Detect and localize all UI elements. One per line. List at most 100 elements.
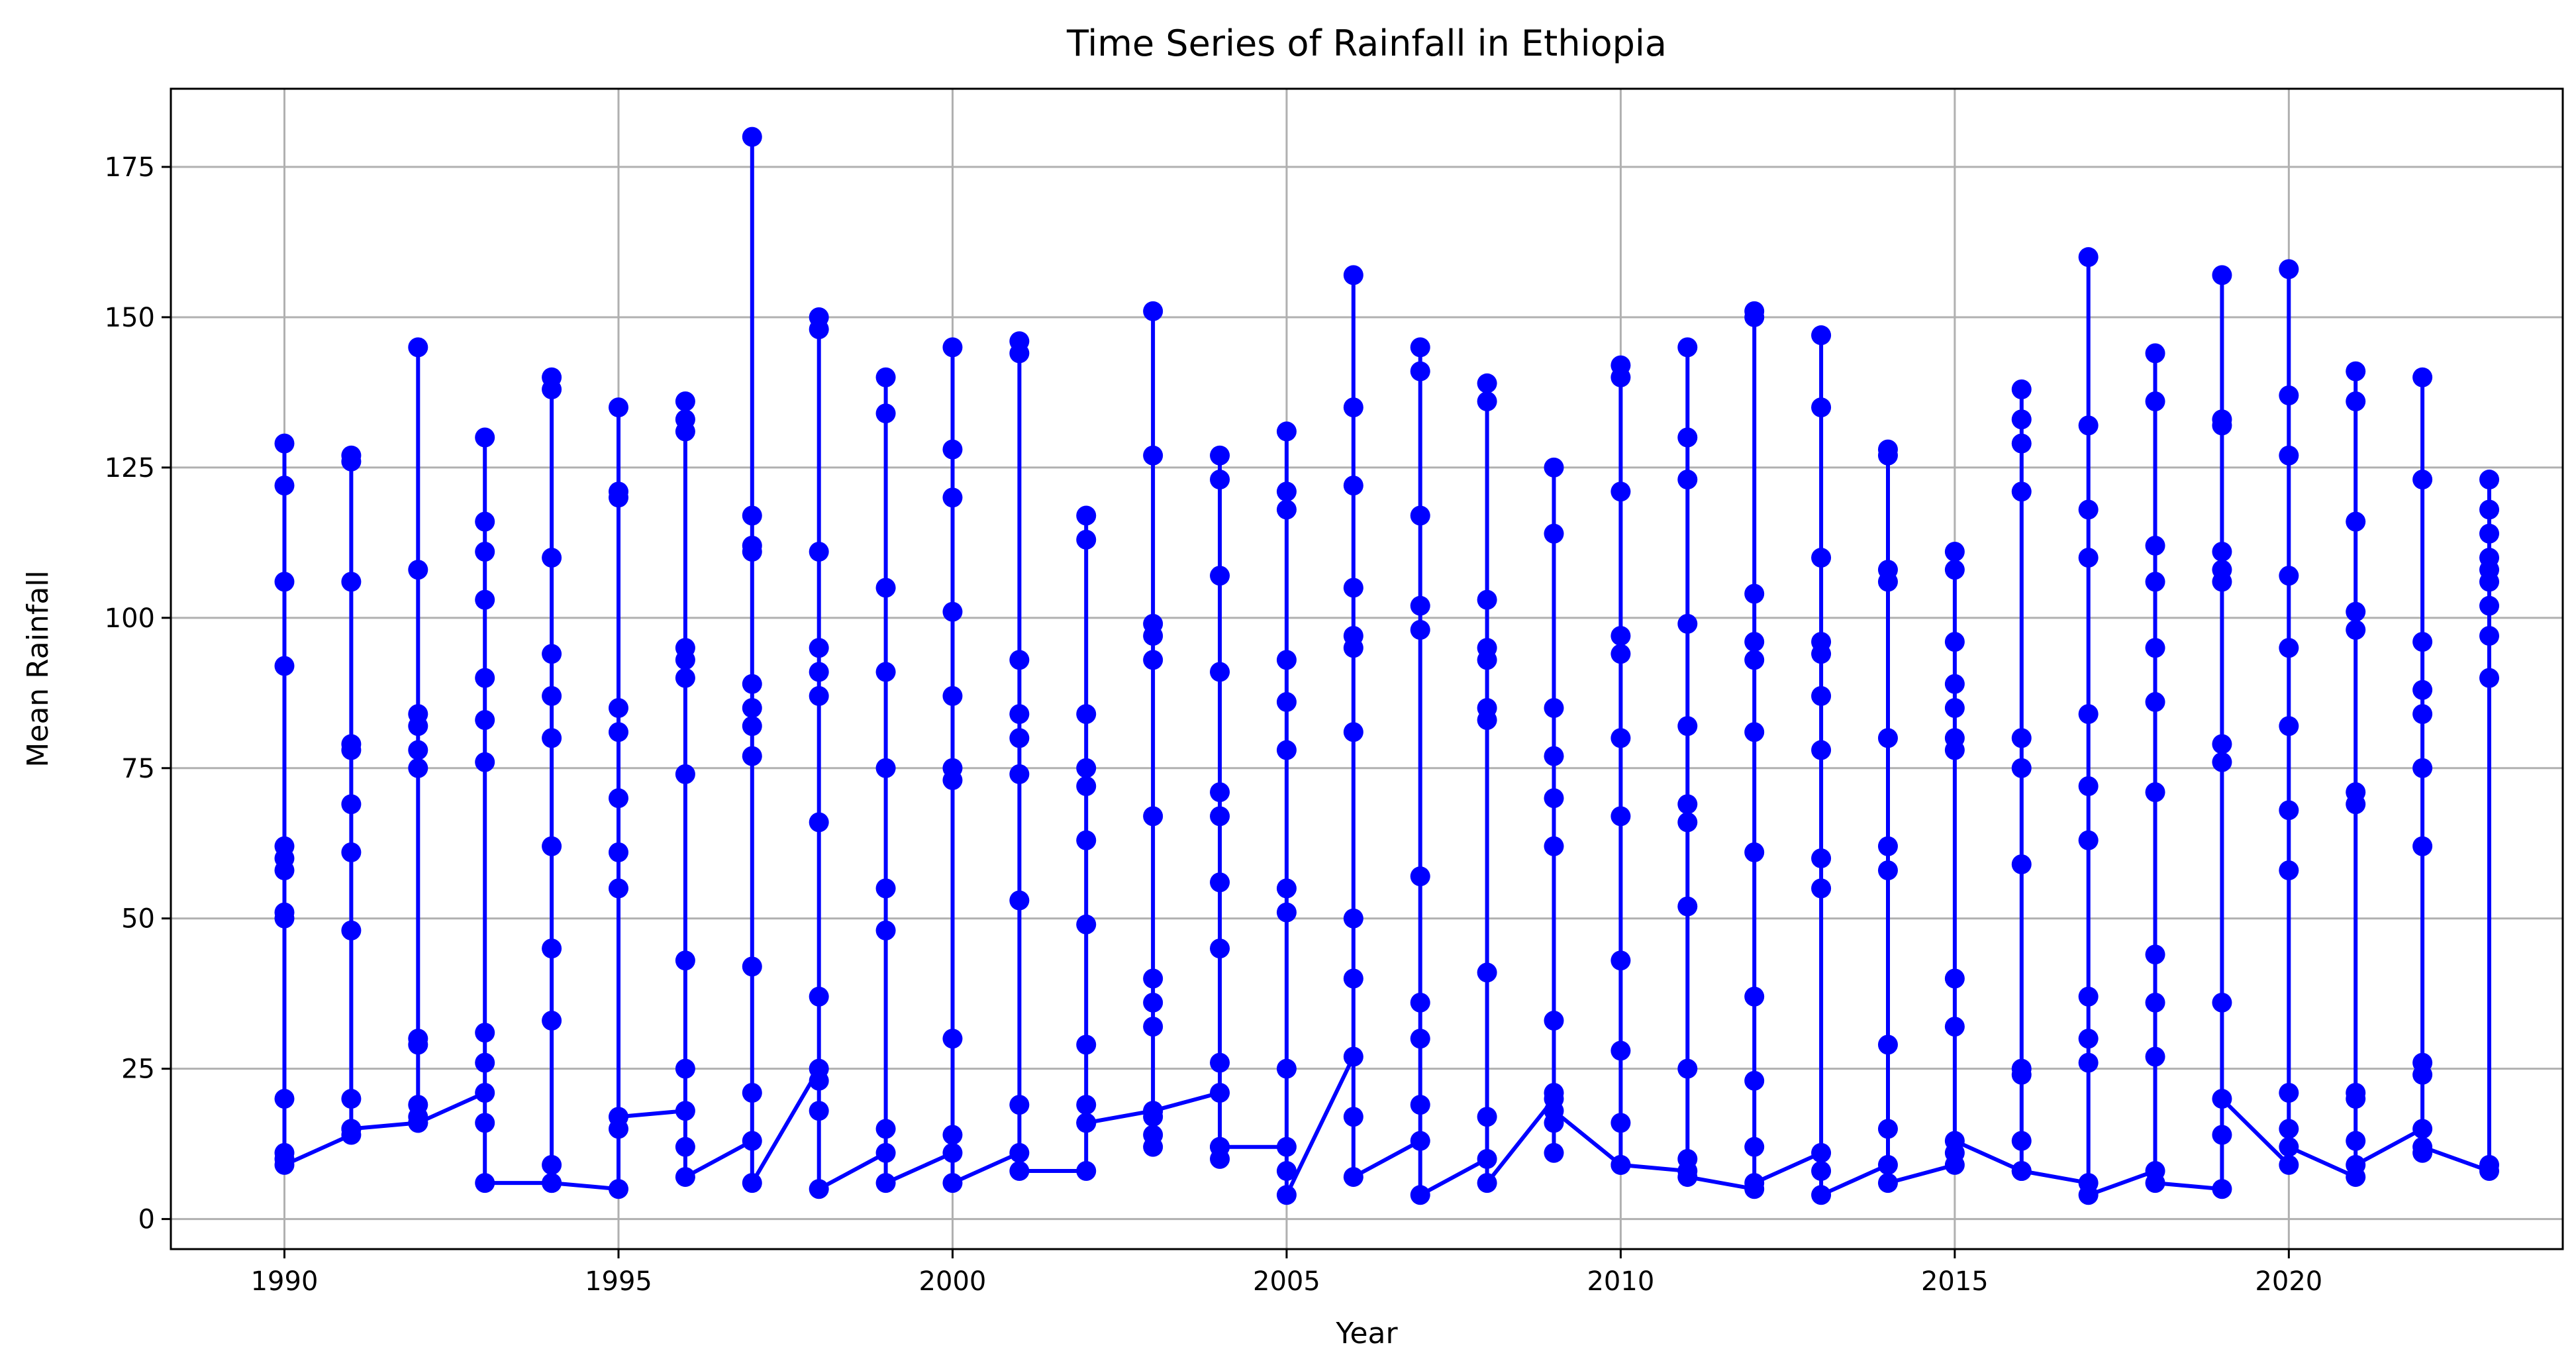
- data-point: [341, 572, 362, 592]
- data-point: [2412, 1119, 2433, 1139]
- data-point: [675, 764, 695, 784]
- data-point: [1343, 1107, 1363, 1127]
- data-point: [1877, 1119, 1898, 1139]
- data-point: [341, 734, 362, 754]
- data-point: [1877, 1154, 1898, 1175]
- data-point: [475, 1173, 495, 1193]
- data-point: [875, 662, 896, 682]
- data-point: [675, 1167, 695, 1188]
- data-point: [875, 1173, 896, 1193]
- data-point: [2145, 1046, 2165, 1067]
- data-point: [2078, 704, 2099, 725]
- data-point: [1210, 938, 1230, 959]
- data-point: [1811, 685, 1832, 706]
- data-point: [2346, 1154, 2366, 1175]
- data-point: [1544, 1142, 1564, 1163]
- data-point: [2346, 619, 2366, 640]
- data-point: [1677, 794, 1698, 815]
- y-tick-label: 100: [105, 603, 155, 634]
- data-point: [1276, 650, 1297, 670]
- data-point: [1544, 836, 1564, 856]
- data-point: [1610, 1113, 1631, 1133]
- data-point: [1343, 476, 1363, 496]
- data-point: [875, 1119, 896, 1139]
- data-point: [1210, 806, 1230, 827]
- data-point: [875, 403, 896, 424]
- data-point: [1276, 691, 1297, 712]
- data-point: [2412, 1052, 2433, 1073]
- data-point: [742, 127, 762, 147]
- data-point: [2145, 572, 2165, 592]
- data-point: [1343, 578, 1363, 598]
- data-point: [1744, 842, 1765, 862]
- data-point: [875, 920, 896, 940]
- series-rainfall: [274, 127, 2500, 1205]
- data-point: [2212, 1179, 2232, 1199]
- data-point: [274, 1154, 295, 1175]
- data-point: [2145, 992, 2165, 1013]
- data-point: [1811, 548, 1832, 568]
- data-point: [1477, 1173, 1497, 1193]
- data-point: [875, 578, 896, 598]
- data-point: [1076, 529, 1097, 550]
- data-point: [675, 950, 695, 971]
- data-point: [1877, 439, 1898, 460]
- data-point: [1544, 1082, 1564, 1103]
- data-point: [2212, 992, 2232, 1013]
- data-point: [1009, 1160, 1030, 1181]
- data-point: [1877, 1035, 1898, 1055]
- data-point: [542, 938, 562, 959]
- data-point: [1944, 1131, 1965, 1151]
- data-point: [942, 337, 963, 358]
- data-point: [2479, 499, 2500, 520]
- data-point: [408, 1113, 428, 1133]
- data-point: [1677, 812, 1698, 833]
- data-point: [1210, 872, 1230, 893]
- data-point: [2479, 668, 2500, 688]
- data-point: [2011, 1160, 2032, 1181]
- data-point: [1076, 505, 1097, 526]
- data-point: [1076, 1160, 1097, 1181]
- data-point: [1744, 583, 1765, 604]
- y-tick-label: 0: [138, 1205, 155, 1235]
- data-point: [1944, 968, 1965, 989]
- data-point: [2346, 1131, 2366, 1151]
- data-point: [2279, 800, 2299, 821]
- data-point: [742, 674, 762, 694]
- data-point: [2279, 1082, 2299, 1103]
- data-point: [2145, 343, 2165, 364]
- data-point: [475, 589, 495, 610]
- data-point: [2479, 595, 2500, 616]
- data-point: [1143, 301, 1164, 321]
- data-point: [2078, 986, 2099, 1007]
- data-point: [1276, 1160, 1297, 1181]
- data-point: [1410, 361, 1430, 381]
- data-point: [2412, 758, 2433, 778]
- data-point: [2011, 409, 2032, 430]
- x-tick-label: 2015: [1921, 1266, 1989, 1297]
- data-point: [875, 1142, 896, 1163]
- data-point: [1744, 301, 1765, 321]
- data-point: [2011, 1058, 2032, 1079]
- data-point: [274, 902, 295, 923]
- data-point: [1544, 1011, 1564, 1031]
- data-point: [2145, 391, 2165, 412]
- data-point: [408, 337, 428, 358]
- data-point: [1276, 1058, 1297, 1079]
- data-point: [2346, 601, 2366, 622]
- data-point: [408, 740, 428, 760]
- data-point: [2279, 1137, 2299, 1157]
- data-point: [1544, 746, 1564, 766]
- data-point: [1677, 1167, 1698, 1188]
- data-point: [1610, 626, 1631, 646]
- y-tick-label: 150: [105, 303, 155, 333]
- data-point: [2078, 1185, 2099, 1205]
- data-point: [608, 878, 628, 899]
- data-point: [341, 794, 362, 815]
- data-point: [1477, 962, 1497, 983]
- data-point: [542, 1173, 562, 1193]
- data-point: [1610, 355, 1631, 376]
- data-point: [1744, 1070, 1765, 1091]
- data-point: [1477, 373, 1497, 393]
- data-point: [1410, 1095, 1430, 1115]
